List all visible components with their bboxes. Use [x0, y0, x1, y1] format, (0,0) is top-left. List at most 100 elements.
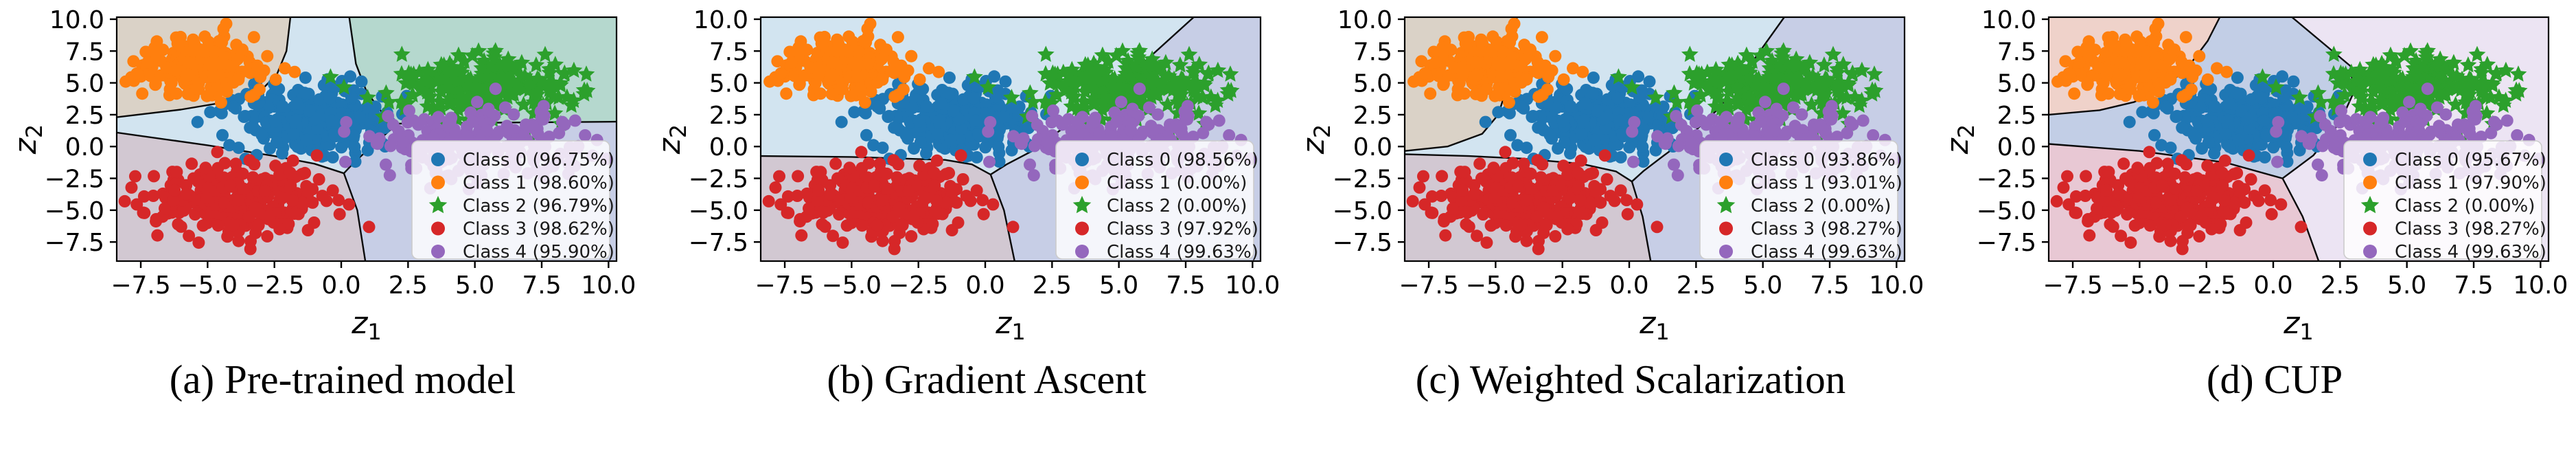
data-point: [216, 36, 229, 49]
data-point: [825, 56, 838, 69]
legend-box: [1699, 140, 1898, 260]
y-tick-label: 2.5: [709, 102, 748, 130]
data-point-star: [1059, 72, 1077, 89]
data-point: [2106, 30, 2119, 43]
data-point: [934, 97, 947, 110]
data-point: [2232, 133, 2245, 146]
data-point: [220, 17, 233, 30]
data-point: [192, 236, 205, 249]
data-point: [1526, 111, 1539, 123]
data-point: [896, 219, 909, 232]
data-point-star: [1209, 61, 1227, 78]
axes-spines: [115, 16, 618, 262]
data-point-star: [2497, 91, 2514, 108]
data-point: [1649, 144, 1662, 157]
data-point-star: [966, 68, 983, 85]
legend-marker-class0: [1719, 153, 1733, 166]
data-point: [1415, 55, 1428, 68]
data-point-star: [1728, 78, 1746, 95]
data-point: [2148, 36, 2161, 49]
data-point: [835, 115, 848, 128]
data-point: [792, 170, 805, 183]
data-point: [1795, 108, 1808, 121]
data-point-star: [2347, 72, 2365, 89]
data-point: [323, 91, 336, 104]
data-point: [1488, 192, 1501, 204]
data-point: [923, 62, 935, 75]
data-point: [2150, 57, 2163, 70]
data-point: [141, 56, 154, 69]
data-point: [912, 115, 925, 128]
legend-marker-class0: [431, 153, 445, 166]
data-point: [811, 194, 824, 207]
data-point: [1691, 104, 1703, 117]
legend-label-class2: Class 2 (0.00%): [1751, 196, 1891, 216]
data-point-star: [2497, 61, 2515, 78]
data-point-star: [441, 93, 459, 109]
data-point-star: [577, 65, 595, 82]
data-point: [1537, 201, 1550, 214]
data-point: [876, 142, 889, 155]
data-point: [1620, 194, 1633, 207]
legend-label-class2: Class 2 (96.79%): [463, 196, 614, 216]
plot-panel-c: −7.5 −5.0 −2.5 0.0 2.5 5.0 7.5 10.010.07.55.02.…: [1296, 6, 1924, 345]
data-point: [1088, 115, 1101, 128]
data-point: [224, 179, 237, 192]
data-point: [196, 219, 209, 232]
data-point: [1488, 89, 1502, 102]
data-point-star: [515, 96, 532, 113]
data-point-star: [1829, 60, 1846, 77]
y-tick-label: 7.5: [1353, 38, 1392, 66]
data-point: [1506, 157, 1519, 170]
y-tick-label: −5.0: [1333, 197, 1392, 225]
data-point: [928, 166, 941, 179]
legend-label-class4: Class 4 (99.63%): [1107, 242, 1258, 262]
data-point: [361, 144, 374, 157]
data-point: [1588, 133, 1601, 146]
data-point-star: [565, 91, 582, 108]
data-point: [2242, 149, 2255, 162]
data-point: [814, 87, 827, 100]
caption-panel-c: (c) Weighted Scalarization: [1415, 357, 1846, 402]
data-point: [2132, 89, 2146, 102]
data-point: [2115, 69, 2128, 82]
data-point: [2183, 59, 2196, 72]
data-point: [841, 45, 854, 58]
data-point: [289, 113, 302, 126]
data-point: [1659, 137, 1672, 150]
data-point: [2148, 128, 2161, 142]
data-point: [1005, 144, 1018, 157]
y-tick-label: −7.5: [689, 229, 748, 257]
data-point: [211, 219, 225, 232]
data-point-star: [2509, 65, 2527, 82]
data-point-star: [1094, 46, 1112, 63]
data-point: [1586, 87, 1599, 100]
scatter-class1: [2051, 17, 2233, 109]
data-point: [167, 194, 180, 207]
data-point: [1588, 179, 1601, 192]
data-point: [432, 111, 445, 124]
data-point: [2244, 173, 2257, 186]
data-point: [2140, 45, 2152, 58]
data-point: [1621, 208, 1634, 221]
data-point: [1170, 118, 1183, 131]
data-point: [1462, 30, 1475, 43]
x-tick-label: 10.0: [1225, 271, 1280, 300]
data-point: [2293, 144, 2306, 157]
data-point: [831, 172, 844, 185]
data-point: [249, 111, 262, 124]
data-point: [1178, 105, 1191, 118]
data-point-star: [1801, 54, 1819, 70]
x-tick-label: 0.0: [965, 271, 1004, 300]
data-point-star: [2351, 83, 2368, 100]
data-point: [2150, 157, 2163, 170]
data-point-star: [2291, 89, 2308, 105]
data-point: [325, 114, 338, 127]
plot-area: [1405, 17, 1905, 261]
data-point: [191, 115, 204, 128]
data-point-star: [1194, 89, 1212, 105]
data-point: [136, 87, 149, 100]
decision-boundary: [1631, 181, 1652, 261]
data-point: [2257, 114, 2270, 127]
data-point: [953, 133, 966, 146]
